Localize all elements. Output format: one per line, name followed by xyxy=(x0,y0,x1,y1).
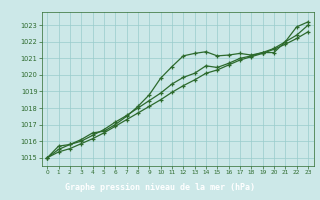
Text: Graphe pression niveau de la mer (hPa): Graphe pression niveau de la mer (hPa) xyxy=(65,183,255,192)
